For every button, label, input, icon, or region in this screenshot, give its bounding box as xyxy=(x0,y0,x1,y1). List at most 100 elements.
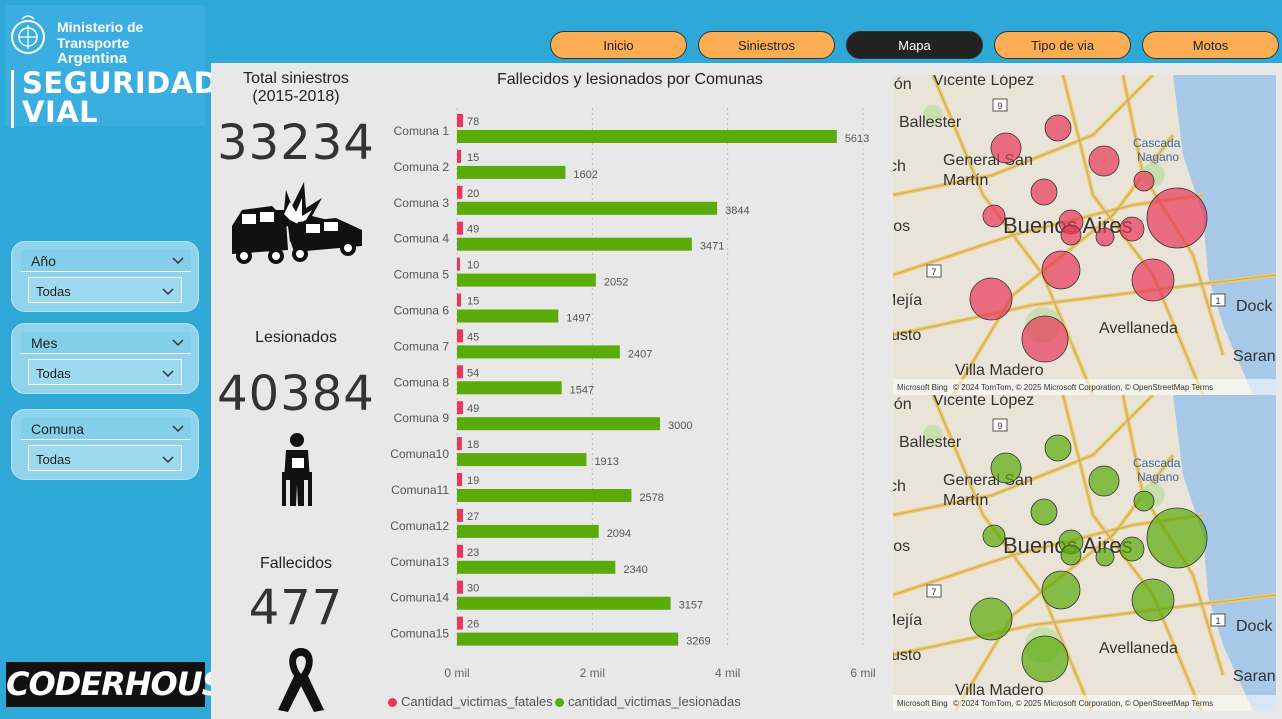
map-place-label: Ballester xyxy=(899,434,962,451)
bar-fatales[interactable] xyxy=(457,437,462,451)
map-bubble[interactable] xyxy=(1060,544,1082,566)
map-bubble[interactable] xyxy=(1119,536,1145,562)
map-bubble[interactable] xyxy=(1021,635,1069,683)
map-bubble[interactable] xyxy=(1041,250,1081,290)
legend-dot-lesionadas xyxy=(555,698,564,707)
filter-mes-dropdown[interactable]: Todas xyxy=(28,359,182,385)
map-attribution[interactable]: © 2024 TomTom, © 2025 Microsoft Corporat… xyxy=(953,383,1213,392)
bar-fatales[interactable] xyxy=(457,508,463,522)
chevron-down-icon[interactable] xyxy=(171,421,185,435)
category-label: Comuna10 xyxy=(390,447,449,461)
tab-motos[interactable]: Motos xyxy=(1142,31,1279,59)
map-bubble[interactable] xyxy=(1133,490,1155,512)
map-bubble[interactable] xyxy=(1030,178,1058,206)
bar-lesionadas[interactable] xyxy=(457,489,632,502)
filter-anio-header[interactable]: Año xyxy=(21,250,191,272)
map-bubble[interactable] xyxy=(1131,578,1175,622)
bar-fatales[interactable] xyxy=(457,257,460,271)
map-bubble[interactable] xyxy=(982,204,1006,228)
map-bubble[interactable] xyxy=(1044,434,1072,462)
bar-lesionadas[interactable] xyxy=(457,273,596,287)
filter-comuna-dropdown[interactable]: Todas xyxy=(28,445,182,471)
bar-fatales[interactable] xyxy=(457,544,463,558)
bar-fatales[interactable] xyxy=(457,473,463,486)
bar-fatales[interactable] xyxy=(457,221,463,235)
bar-fatales[interactable] xyxy=(457,293,462,307)
map-bubble[interactable] xyxy=(969,277,1013,321)
map-place-label: eón xyxy=(893,396,912,413)
bar-lesionadas[interactable] xyxy=(457,237,692,251)
map-bubble[interactable] xyxy=(1088,465,1120,497)
map-bubble[interactable] xyxy=(1146,507,1208,569)
map-bubble[interactable] xyxy=(1131,258,1175,302)
map-bubble[interactable] xyxy=(1146,187,1208,249)
map-bubble[interactable] xyxy=(990,452,1022,484)
bar-lesionadas[interactable] xyxy=(457,417,660,431)
map-bubble[interactable] xyxy=(1095,227,1115,247)
bar-fatales[interactable] xyxy=(457,329,463,343)
map-bubble[interactable] xyxy=(969,597,1013,641)
legend-item-lesionadas: cantidad_victimas_lesionadas xyxy=(555,694,741,709)
legend-item-fatales: Cantidad_victimas_fatales xyxy=(388,694,553,709)
map-bubble[interactable] xyxy=(1119,216,1145,242)
bar-lesionadas[interactable] xyxy=(457,345,620,359)
brand-line-1: SEGURIDAD xyxy=(22,66,219,100)
lesionados-value: 40384 xyxy=(217,366,375,422)
tab-siniestros[interactable]: Siniestros xyxy=(698,31,835,59)
bar-lesionadas[interactable] xyxy=(457,165,566,179)
bar-fatales[interactable] xyxy=(457,365,463,379)
bar-lesionadas[interactable] xyxy=(457,381,562,395)
map-place-label: eón xyxy=(893,76,912,93)
x-tick-label: 2 mil xyxy=(580,666,605,680)
data-label-lesionadas: 3844 xyxy=(725,205,749,217)
map-place-label: Dock Su xyxy=(1236,618,1276,635)
bar-fatales[interactable] xyxy=(457,616,463,630)
tab-inicio[interactable]: Inicio xyxy=(550,31,687,59)
filter-mes-header[interactable]: Mes xyxy=(21,332,191,354)
map-bubble[interactable] xyxy=(1021,315,1069,363)
map-bubble[interactable] xyxy=(1095,547,1115,567)
bar-lesionadas[interactable] xyxy=(457,596,671,610)
filter-anio-dropdown[interactable]: Todas xyxy=(28,277,182,303)
bar-fatales[interactable] xyxy=(457,114,463,127)
bar-lesionadas[interactable] xyxy=(457,524,599,538)
tab-mapa[interactable]: Mapa xyxy=(846,31,983,59)
bar-fatales[interactable] xyxy=(457,149,462,163)
chart-title: Fallecidos y lesionados por Comunas xyxy=(497,71,763,88)
map-bubble[interactable] xyxy=(1088,145,1120,177)
map-bubble[interactable] xyxy=(1060,224,1082,246)
data-label-fatales: 78 xyxy=(467,116,479,128)
bar-fatales[interactable] xyxy=(457,580,463,594)
park-area xyxy=(923,425,943,445)
bar-lesionadas[interactable] xyxy=(457,130,837,143)
map-bubble[interactable] xyxy=(1041,570,1081,610)
map-attribution[interactable]: © 2024 TomTom, © 2025 Microsoft Corporat… xyxy=(953,699,1213,708)
map-bubble[interactable] xyxy=(1030,498,1058,526)
filter-comuna-header[interactable]: Comuna xyxy=(21,418,191,440)
map-place-label: Sarandí xyxy=(1233,348,1276,365)
chevron-down-icon[interactable] xyxy=(171,335,185,349)
map-place-label: Vicente López xyxy=(933,75,1034,89)
map-lesionados[interactable]: Vicente López Ballester General San Martín B… xyxy=(893,395,1276,711)
bar-fatales[interactable] xyxy=(457,185,463,199)
data-label-lesionadas: 1913 xyxy=(594,456,618,468)
bar-lesionadas[interactable] xyxy=(457,453,587,467)
bar-lesionadas[interactable] xyxy=(457,632,679,646)
tab-tipo-de-via[interactable]: Tipo de via xyxy=(994,31,1131,59)
lesionados-title: Lesionados xyxy=(255,329,337,346)
bar-fatales[interactable] xyxy=(457,401,463,415)
map-bubble[interactable] xyxy=(982,524,1006,548)
category-label: Comuna 1 xyxy=(394,124,450,138)
road-edge xyxy=(893,75,1154,196)
map-fatales[interactable]: Vicente López Ballester General San Martín B… xyxy=(893,75,1276,395)
map-bubble[interactable] xyxy=(1133,170,1155,192)
chevron-down-icon[interactable] xyxy=(171,253,185,267)
map-bubble[interactable] xyxy=(990,132,1022,164)
bar-lesionadas[interactable] xyxy=(457,201,718,215)
bar-lesionadas[interactable] xyxy=(457,560,616,574)
bar-lesionadas[interactable] xyxy=(457,309,559,323)
map-bubble[interactable] xyxy=(1044,114,1072,142)
data-label-fatales: 54 xyxy=(467,367,479,379)
